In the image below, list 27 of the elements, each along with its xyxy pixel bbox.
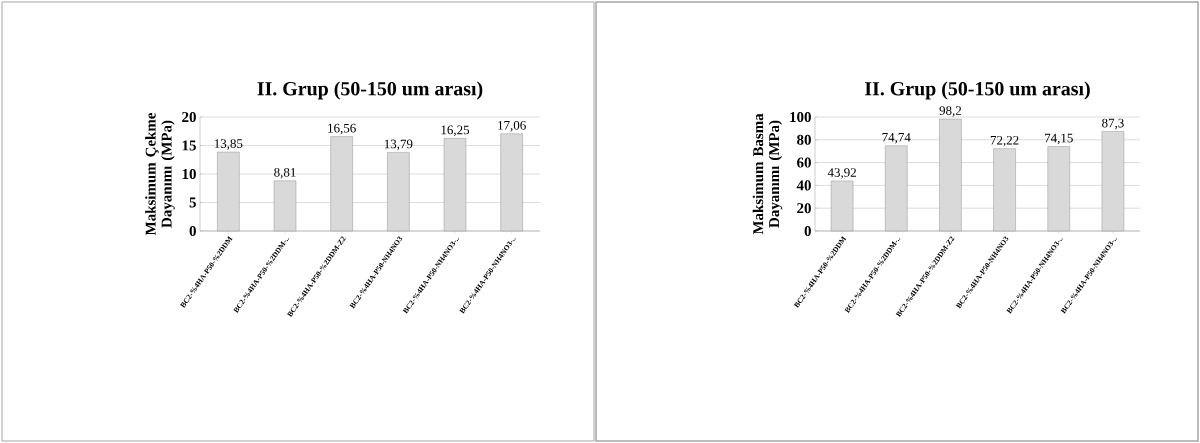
y-tick-label: 20 — [797, 203, 811, 214]
data-label: 13,85 — [214, 139, 243, 150]
y-tick-label: 40 — [796, 180, 811, 191]
data-label: 74,15 — [1045, 133, 1073, 145]
chart-title: II. Grup (50-150 um arası) — [864, 81, 1090, 100]
data-label: 98,2 — [939, 106, 962, 117]
data-label: 72,22 — [990, 135, 1019, 147]
y-tick-label: 10 — [182, 168, 196, 180]
y-tick-label: 100 — [790, 111, 811, 123]
data-label: 16,25 — [441, 125, 470, 137]
y-axis-title: Maksimum Basma Dayanımı (MPa) — [752, 113, 783, 235]
data-label: 13,79 — [384, 139, 413, 151]
data-label: 16,56 — [328, 123, 356, 135]
chart-title: II. Grup (50-150 um arası) — [257, 81, 483, 100]
data-label: 17,06 — [498, 120, 526, 132]
data-label: 87,3 — [1102, 118, 1124, 130]
data-label: 43,92 — [827, 168, 856, 179]
data-label: 74,74 — [882, 133, 911, 144]
y-tick-label: 60 — [797, 157, 811, 168]
y-axis-title: Maksimum Çekme Dayanımı (MPa) — [145, 112, 175, 236]
y-tick-label: 15 — [182, 140, 196, 151]
y-tick-label: 5 — [189, 197, 196, 208]
y-tick-label: 80 — [797, 134, 811, 145]
y-tick-label: 20 — [182, 111, 196, 123]
y-tick-label: 0 — [804, 225, 811, 237]
y-tick-label: 0 — [189, 225, 196, 237]
data-label: 8,81 — [274, 167, 296, 179]
